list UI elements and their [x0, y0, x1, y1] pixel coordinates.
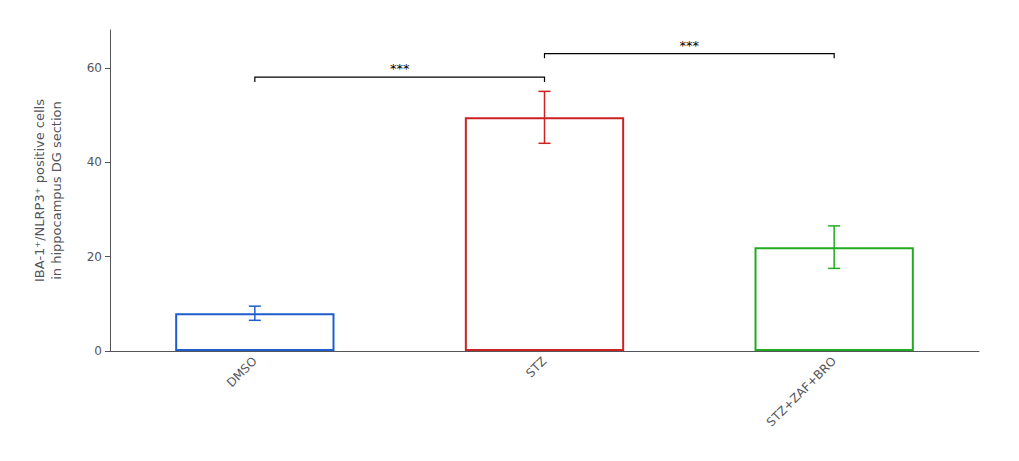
- svg-text:IBA-1⁺/NLRP3⁺ positive cells: IBA-1⁺/NLRP3⁺ positive cells: [32, 99, 47, 282]
- svg-text:40: 40: [87, 155, 102, 169]
- svg-text:***: ***: [680, 38, 700, 53]
- svg-text:STZ: STZ: [523, 354, 549, 380]
- svg-text:STZ+ZAF+BRO: STZ+ZAF+BRO: [764, 354, 839, 429]
- svg-text:***: ***: [390, 61, 410, 76]
- svg-text:60: 60: [87, 61, 102, 75]
- svg-text:0: 0: [94, 344, 102, 358]
- svg-text:in hippocampus DG section: in hippocampus DG section: [49, 101, 64, 280]
- svg-text:DMSO: DMSO: [224, 354, 260, 390]
- svg-text:20: 20: [87, 250, 102, 264]
